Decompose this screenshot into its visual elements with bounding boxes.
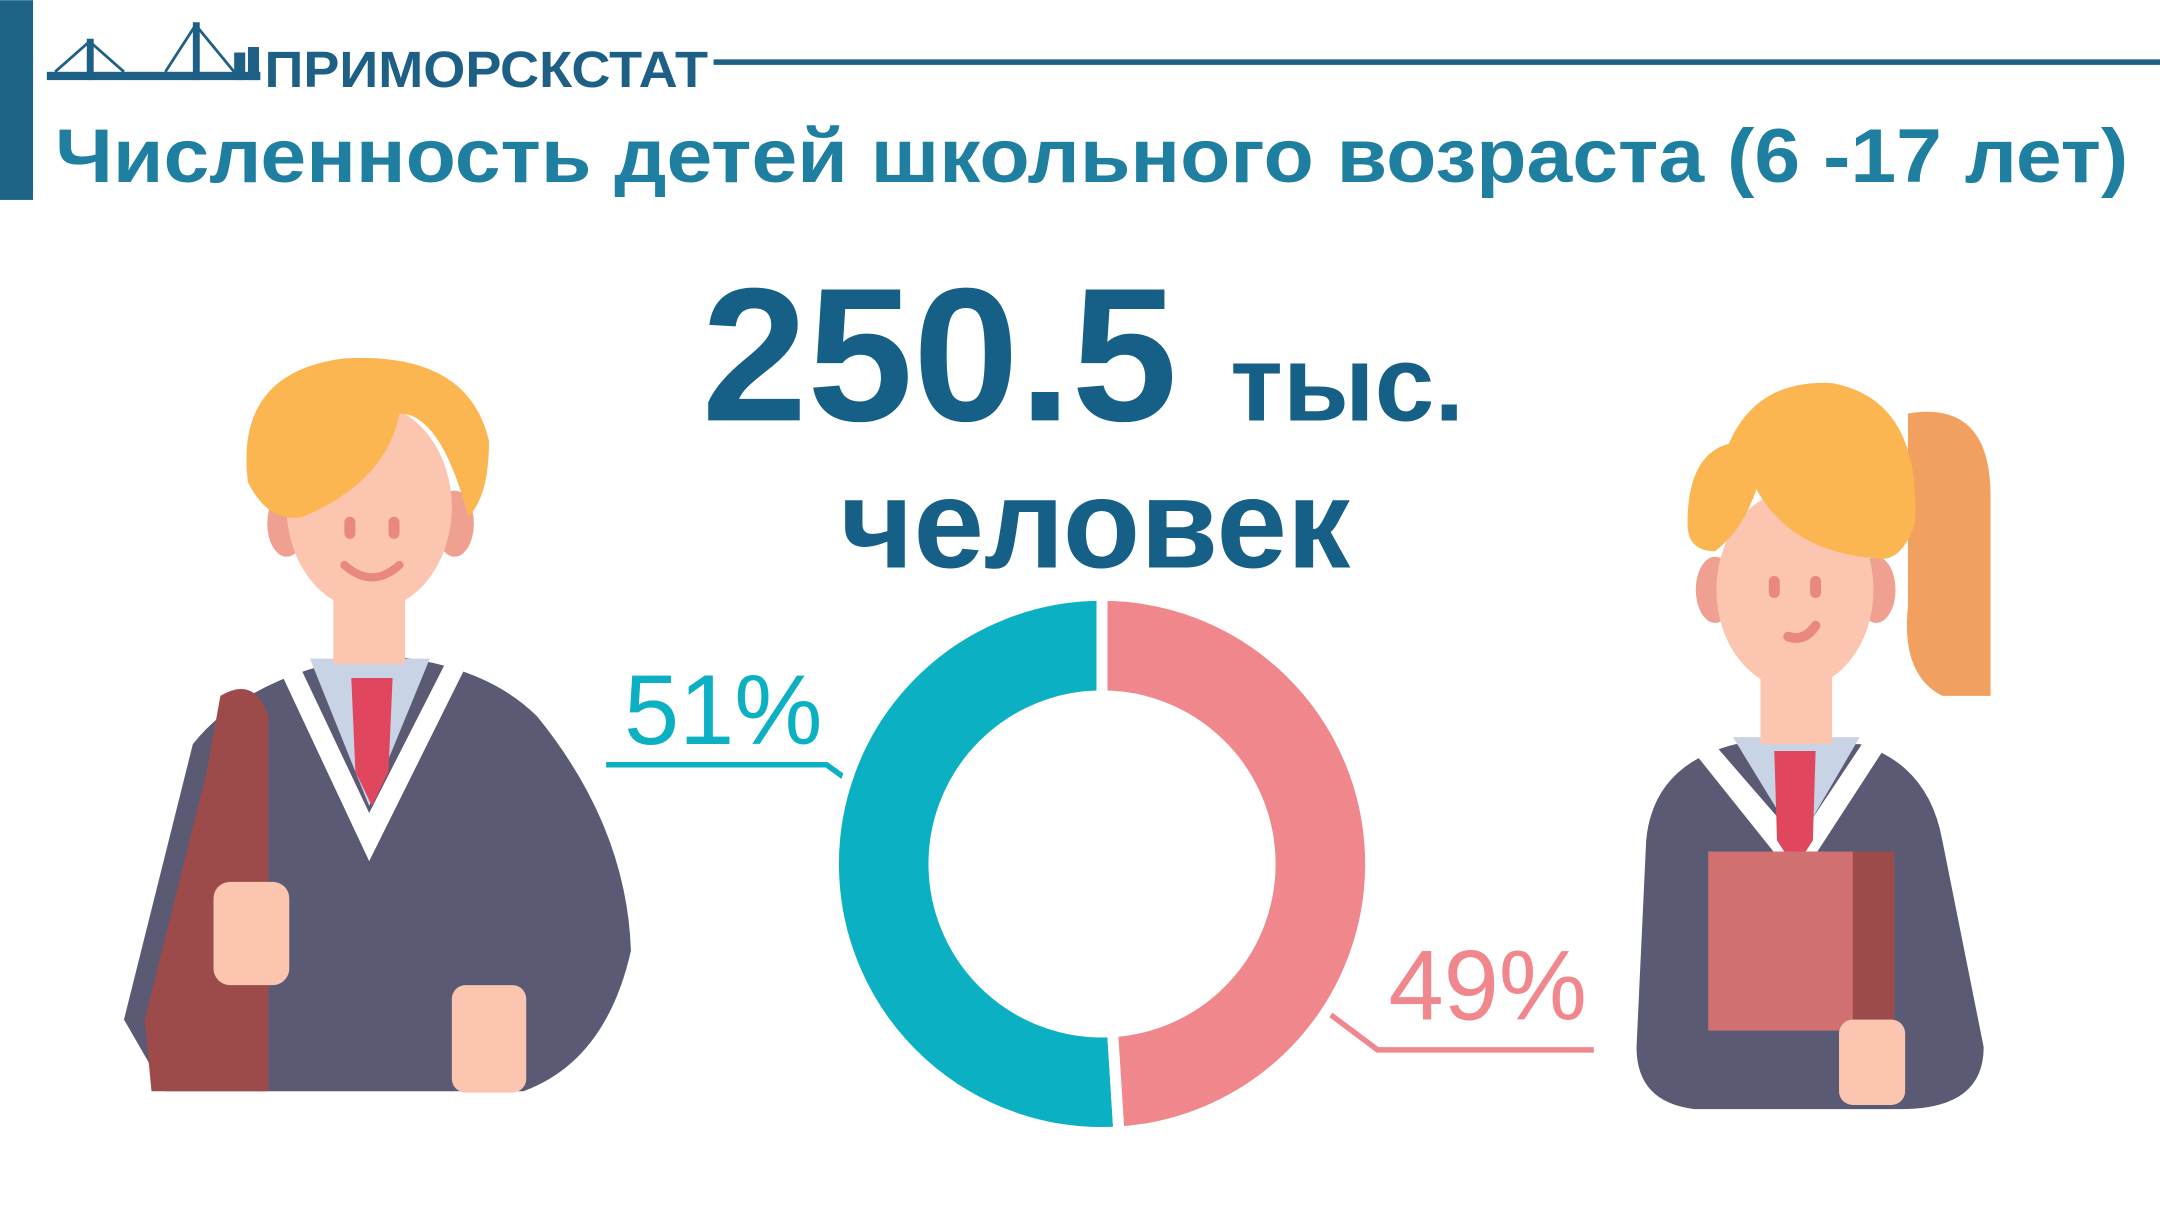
donut-segment <box>1096 589 1377 1138</box>
logo-bridge-deck <box>46 71 261 81</box>
total-value: 250.5 <box>702 249 1178 461</box>
boy-tie <box>351 677 393 807</box>
logo-building <box>247 47 259 81</box>
donut-segment <box>827 589 1125 1139</box>
girl-smile <box>1783 620 1821 643</box>
boy-eye <box>388 516 400 539</box>
girl-hair <box>1687 382 1916 560</box>
boy-hand <box>213 881 290 986</box>
boy-smile <box>340 560 404 582</box>
boy-bag <box>144 688 269 1092</box>
boy-hand <box>451 985 527 1093</box>
boy-figure <box>123 357 631 1093</box>
girl-ponytail <box>1906 411 1991 696</box>
logo-building <box>234 52 246 81</box>
logo-cables <box>54 22 236 73</box>
title: Численность детей школьного возраста (6 … <box>55 114 2128 199</box>
value-label: 49% <box>1389 931 1587 1042</box>
girl-tie <box>1774 750 1816 869</box>
leader-line <box>606 761 853 785</box>
girl-figure <box>1636 382 1991 1110</box>
girl-book-spine <box>1852 851 1895 1031</box>
total-unit: тыс. <box>1230 323 1464 443</box>
logo-pylon <box>192 22 200 81</box>
logo-pylon <box>86 38 94 81</box>
girl-eye <box>1768 576 1780 599</box>
logo-icon <box>46 22 261 81</box>
side-bar <box>0 0 34 200</box>
girl-collar-trim <box>1687 737 1888 882</box>
boy-hair <box>246 357 490 518</box>
total-caption: человек <box>840 453 1351 595</box>
value-label: 51% <box>624 655 823 766</box>
girl-hand <box>1839 1019 1906 1105</box>
boy-eye <box>344 516 356 539</box>
girl-eye <box>1810 576 1822 599</box>
logo-text: ПРИМОРСКСТАТ <box>264 41 708 98</box>
boy-collar-trim <box>275 658 469 862</box>
leader-line <box>1320 1006 1594 1053</box>
